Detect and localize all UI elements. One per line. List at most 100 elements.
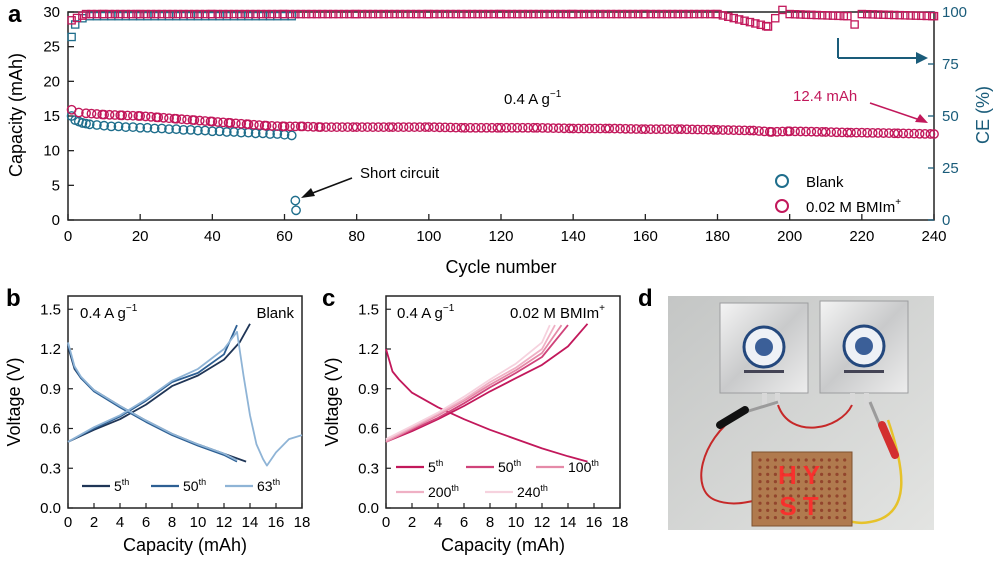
data-point-capacity bbox=[434, 122, 445, 133]
led-dot bbox=[766, 501, 770, 505]
led-dot bbox=[796, 465, 801, 469]
data-point-capacity bbox=[914, 128, 925, 139]
data-point-ce bbox=[240, 9, 250, 19]
data-point-ce bbox=[812, 10, 821, 20]
y-tick-label: 0.9 bbox=[40, 381, 61, 398]
data-point-capacity bbox=[178, 124, 189, 135]
data-point-ce bbox=[906, 11, 915, 20]
data-point-ce bbox=[724, 12, 733, 22]
led-dot bbox=[812, 508, 816, 512]
data-point-ce bbox=[817, 10, 827, 20]
led-dot bbox=[812, 472, 816, 476]
data-point-ce bbox=[895, 10, 904, 20]
x-tick-label: 4 bbox=[116, 514, 124, 531]
led-dot bbox=[827, 508, 831, 512]
data-point-capacity bbox=[91, 109, 102, 119]
data-point-capacity bbox=[465, 122, 476, 133]
data-point-capacity bbox=[120, 122, 131, 132]
data-point-ce bbox=[834, 11, 843, 21]
led-dot bbox=[758, 501, 762, 505]
led-dot bbox=[804, 465, 808, 469]
data-point-capacity bbox=[862, 127, 873, 138]
data-point-ce bbox=[734, 15, 744, 24]
data-point-ce bbox=[823, 11, 832, 20]
led-dot bbox=[773, 480, 778, 484]
data-point-ce bbox=[92, 11, 102, 21]
led-dot bbox=[843, 508, 847, 512]
series-line bbox=[67, 342, 238, 462]
data-point-ce bbox=[213, 9, 222, 19]
led-dot bbox=[773, 465, 778, 469]
data-point-capacity bbox=[86, 108, 97, 119]
data-point-ce bbox=[379, 9, 388, 19]
led-dot bbox=[843, 501, 847, 505]
data-point-capacity bbox=[712, 124, 723, 135]
led-dot bbox=[812, 465, 816, 469]
panel-b-y-ticks: 0.0 0.3 0.6 0.9 1.2 1.5 bbox=[40, 301, 73, 517]
x-tick-label: 0 bbox=[382, 514, 390, 531]
data-point-ce bbox=[256, 9, 266, 19]
data-point-capacity bbox=[856, 127, 867, 138]
led-dot bbox=[812, 487, 816, 491]
data-point-ce bbox=[601, 9, 610, 19]
data-point-capacity bbox=[164, 124, 174, 135]
panel-c-current-label: 0.4 A g−1 bbox=[397, 303, 455, 322]
series-line bbox=[385, 323, 589, 443]
panel-c-legend: 5th 50th 100th 200th 240th bbox=[396, 458, 599, 500]
data-point-capacity bbox=[368, 122, 378, 132]
data-point-ce bbox=[328, 9, 338, 19]
x-tick-label: 140 bbox=[561, 228, 586, 245]
data-point-ce bbox=[545, 9, 554, 19]
led-dot bbox=[766, 480, 770, 484]
panel-b: b 0 2 4 6 8 10 12 14 16 18 0.0 0.3 0.6 0.9 1.2 1.5 Cap… bbox=[4, 285, 310, 555]
led-dot bbox=[835, 516, 839, 520]
led-dot bbox=[789, 458, 793, 462]
led-dot bbox=[758, 508, 762, 512]
led-dot bbox=[796, 487, 801, 491]
led-dot bbox=[843, 480, 847, 484]
led-dot bbox=[827, 465, 831, 469]
y-tick-label: 0.0 bbox=[40, 500, 61, 517]
data-point-ce bbox=[507, 9, 517, 19]
data-point-capacity bbox=[440, 122, 450, 133]
data-point-capacity bbox=[266, 121, 277, 131]
x-tick-label: 100 bbox=[416, 228, 441, 245]
data-point-capacity bbox=[506, 122, 517, 133]
y2-tick-label: 0 bbox=[942, 212, 950, 229]
y-tick-label: 5 bbox=[52, 177, 60, 194]
data-point-ce bbox=[868, 10, 877, 19]
led-dot bbox=[804, 494, 808, 498]
data-point-ce bbox=[224, 9, 233, 19]
led-dot bbox=[758, 480, 762, 484]
led-dot bbox=[804, 472, 808, 476]
data-point-ce bbox=[502, 9, 511, 19]
data-point-ce bbox=[121, 9, 130, 19]
panel-a-current-label: 0.4 A g−1 bbox=[504, 89, 562, 108]
x-tick-label: 6 bbox=[460, 514, 468, 531]
data-point-ce bbox=[81, 9, 91, 19]
data-point-ce bbox=[922, 11, 932, 21]
led-dot bbox=[827, 480, 831, 484]
data-point-capacity bbox=[297, 121, 308, 132]
led-dot bbox=[766, 508, 770, 512]
data-point-capacity bbox=[185, 124, 196, 135]
data-point-ce bbox=[641, 9, 650, 19]
data-point-capacity bbox=[77, 118, 88, 128]
led-dot bbox=[758, 494, 762, 498]
data-point-capacity bbox=[128, 122, 138, 132]
led-dot bbox=[827, 487, 831, 491]
x-tick-label: 12 bbox=[216, 514, 233, 531]
data-point-ce bbox=[873, 10, 883, 19]
data-point-ce bbox=[718, 11, 728, 20]
data-point-capacity bbox=[851, 127, 862, 138]
led-dot bbox=[812, 516, 816, 520]
data-point-capacity bbox=[748, 125, 759, 136]
data-point-capacity bbox=[99, 120, 109, 131]
series-line bbox=[67, 343, 238, 463]
data-point-ce bbox=[291, 9, 300, 19]
y-tick-label: 30 bbox=[43, 4, 60, 21]
led-dot bbox=[789, 472, 793, 476]
data-point-ce bbox=[890, 10, 899, 20]
data-point-capacity bbox=[626, 123, 636, 134]
